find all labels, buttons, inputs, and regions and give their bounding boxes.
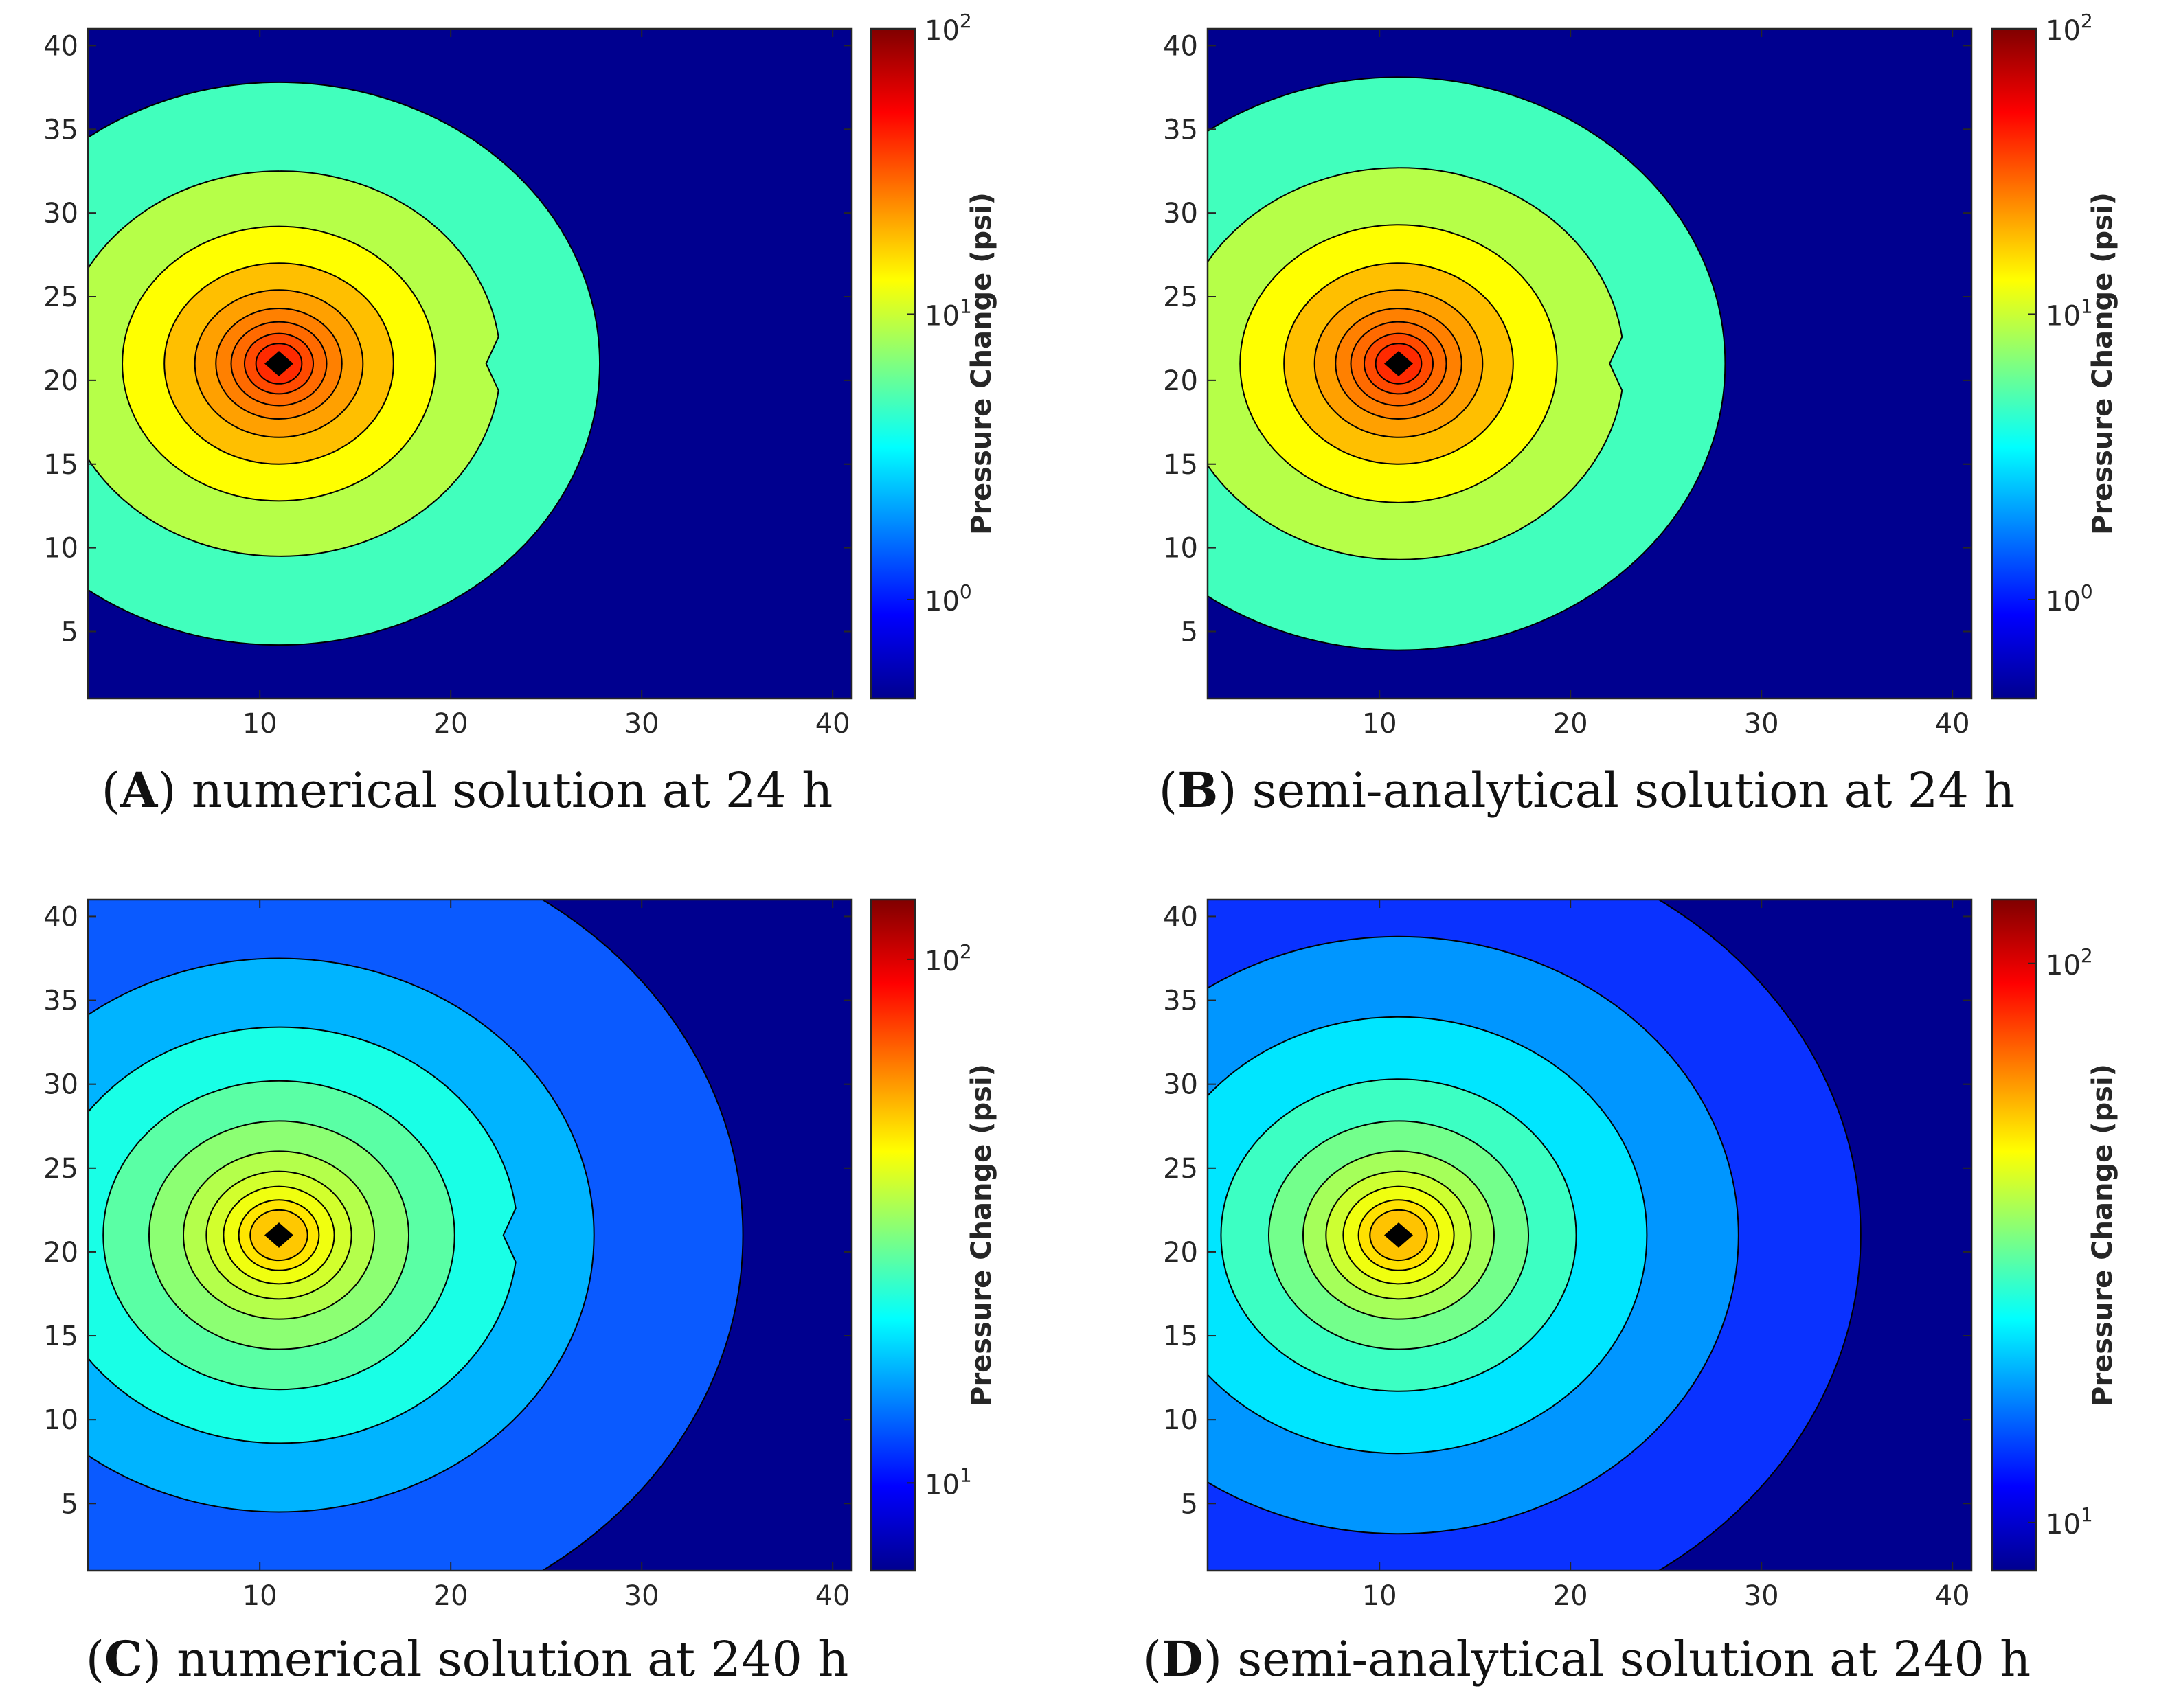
x-tick-label: 10 — [242, 1580, 278, 1612]
x-tick-label: 40 — [1935, 1580, 1970, 1612]
colorbar-tick-label: 102 — [2046, 10, 2093, 47]
y-tick-label: 35 — [1163, 114, 1198, 146]
y-tick-label: 30 — [1163, 198, 1198, 229]
contour-fills — [1208, 76, 1726, 651]
y-tick-label: 25 — [43, 282, 78, 313]
x-tick-label: 20 — [1553, 708, 1588, 740]
x-tick-label: 20 — [433, 708, 468, 740]
colorbar-tick-label: 100 — [2046, 580, 2093, 617]
y-tick-label: 15 — [43, 1321, 78, 1352]
x-tick-label: 40 — [815, 1580, 850, 1612]
contour-fills — [88, 900, 744, 1571]
y-tick-label: 40 — [1163, 30, 1198, 62]
panel-caption: (A) numerical solution at 24 h — [102, 762, 833, 819]
x-tick-label: 30 — [624, 708, 659, 740]
y-tick-label: 25 — [43, 1153, 78, 1185]
y-tick-label: 5 — [1181, 1488, 1198, 1520]
axes-frame — [1206, 27, 1973, 700]
colorbar — [1991, 27, 2037, 700]
colorbar-tick-label: 101 — [2046, 1503, 2093, 1540]
source-well-marker — [1384, 351, 1413, 376]
y-tick-label: 20 — [43, 365, 78, 397]
panel-b: 10 20 30 40 5 10 15 20 25 30 35 40 102 101 100 Pressure… — [1159, 10, 2118, 819]
y-tick-label: 10 — [1163, 1404, 1198, 1436]
colorbar — [870, 27, 916, 700]
panel-a: 10 20 30 40 5 10 15 20 25 30 35 40 102 101 100 Pressure… — [43, 10, 997, 819]
panel-c: 10 20 30 40 5 10 15 20 25 30 35 40 102 101 Pressure Ch… — [43, 898, 997, 1687]
colorbar-label: Pressure Change (psi) — [2087, 192, 2118, 535]
y-tick-label: 15 — [43, 449, 78, 481]
contour-fills — [88, 82, 601, 646]
x-tick-label: 20 — [1553, 1580, 1588, 1612]
y-tick-label: 30 — [1163, 1069, 1198, 1101]
x-tick-label: 10 — [1362, 1580, 1397, 1612]
axes-frame — [1206, 898, 1973, 1572]
x-tick-label: 30 — [1744, 1580, 1779, 1612]
colorbar — [870, 898, 916, 1572]
y-tick-label: 5 — [1181, 617, 1198, 648]
colorbar-tick-label: 101 — [925, 1464, 972, 1501]
axes-frame — [87, 27, 853, 700]
contour-fills — [1208, 900, 1862, 1571]
y-tick-label: 40 — [1163, 901, 1198, 933]
colorbar-tick-label: 101 — [2046, 295, 2093, 332]
y-tick-label: 5 — [61, 1488, 78, 1520]
y-tick-label: 15 — [1163, 449, 1198, 481]
axes-frame — [87, 898, 853, 1572]
y-tick-label: 30 — [43, 198, 78, 229]
y-tick-label: 15 — [1163, 1321, 1198, 1352]
x-tick-label: 30 — [1744, 708, 1779, 740]
y-tick-label: 10 — [43, 1404, 78, 1436]
panel-d: 10 20 30 40 5 10 15 20 25 30 35 40 102 101 Pressure Ch… — [1143, 898, 2118, 1687]
colorbar-tick-label: 102 — [2046, 944, 2093, 981]
x-tick-label: 40 — [1935, 708, 1970, 740]
colorbar-label: Pressure Change (psi) — [966, 1064, 997, 1407]
source-well-marker — [264, 351, 293, 376]
colorbar-tick-label: 100 — [925, 580, 972, 617]
y-tick-label: 10 — [43, 533, 78, 565]
colorbar-tick-label: 102 — [925, 10, 972, 47]
x-tick-label: 40 — [815, 708, 850, 740]
y-tick-label: 25 — [1163, 282, 1198, 313]
panel-caption: (C) numerical solution at 240 h — [86, 1630, 849, 1687]
panel-caption: (D) semi-analytical solution at 240 h — [1143, 1630, 2031, 1687]
y-tick-label: 35 — [1163, 986, 1198, 1017]
colorbar-label: Pressure Change (psi) — [966, 192, 997, 535]
x-tick-label: 30 — [624, 1580, 659, 1612]
y-tick-label: 25 — [1163, 1153, 1198, 1185]
x-tick-label: 10 — [1362, 708, 1397, 740]
colorbar-tick-label: 101 — [925, 295, 972, 332]
y-tick-label: 30 — [43, 1069, 78, 1101]
y-tick-label: 40 — [43, 901, 78, 933]
colorbar — [1991, 898, 2037, 1572]
panel-caption: (B) semi-analytical solution at 24 h — [1159, 762, 2015, 819]
colorbar-label: Pressure Change (psi) — [2087, 1064, 2118, 1407]
y-tick-label: 40 — [43, 30, 78, 62]
y-tick-label: 20 — [1163, 365, 1198, 397]
y-tick-label: 35 — [43, 114, 78, 146]
colorbar-tick-label: 102 — [925, 940, 972, 977]
y-tick-label: 35 — [43, 986, 78, 1017]
y-tick-label: 20 — [43, 1237, 78, 1268]
source-well-marker — [1384, 1222, 1413, 1248]
y-tick-label: 5 — [61, 617, 78, 648]
y-tick-label: 10 — [1163, 533, 1198, 565]
source-well-marker — [264, 1222, 293, 1248]
x-tick-label: 10 — [242, 708, 278, 740]
y-tick-label: 20 — [1163, 1237, 1198, 1268]
x-tick-label: 20 — [433, 1580, 468, 1612]
